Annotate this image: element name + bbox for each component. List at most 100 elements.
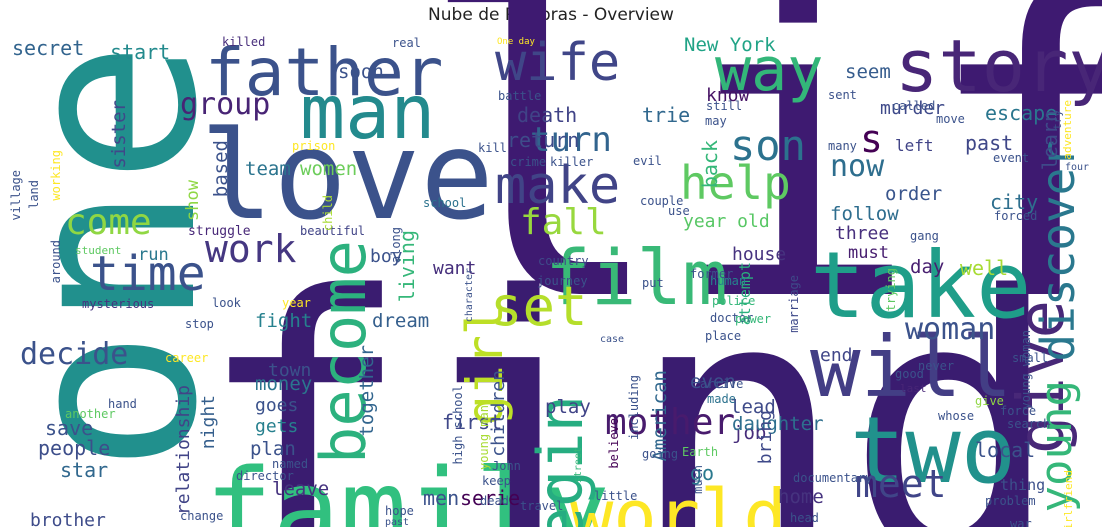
cloud-word: called — [892, 99, 936, 113]
cloud-word: soon — [338, 61, 384, 83]
cloud-word: brother — [30, 510, 106, 527]
cloud-word: police — [712, 294, 756, 308]
cloud-word: job — [732, 422, 767, 444]
cloud-word: killer — [550, 155, 594, 169]
cloud-word: director — [236, 469, 294, 483]
cloud-word: trying — [884, 268, 898, 312]
cloud-word: good — [895, 367, 924, 381]
cloud-word: together — [356, 345, 378, 437]
cloud-word: forced — [994, 209, 1038, 223]
cloud-word: working — [49, 150, 63, 201]
cloud-word: character — [464, 268, 475, 323]
cloud-word: may — [705, 114, 727, 128]
cloud-word: world — [570, 474, 787, 527]
cloud-word: documentary — [793, 471, 873, 485]
cloud-word: lead — [730, 396, 776, 418]
cloud-word: men — [423, 486, 460, 510]
cloud-word: whose — [938, 409, 975, 423]
cloud-word: return — [507, 128, 580, 152]
cloud-word: mother — [605, 402, 736, 443]
cloud-word: time — [90, 246, 206, 302]
cloud-word: gets — [255, 416, 299, 437]
cloud-word: end — [820, 345, 853, 366]
cloud-word: two — [850, 397, 1017, 504]
cloud-word: family — [205, 446, 610, 527]
cloud-word: student — [75, 244, 122, 257]
cloud-word: struggle — [188, 224, 251, 239]
cloud-word: son — [730, 121, 806, 170]
cloud-word: fight — [255, 310, 313, 332]
cloud-word: go — [690, 461, 715, 485]
cloud-word: seem — [845, 61, 891, 83]
cloud-word: take — [810, 232, 1032, 339]
cloud-word: couple — [640, 194, 684, 208]
cloud-word: real — [392, 36, 421, 50]
cloud-word: evil — [633, 154, 662, 168]
cloud-word: John — [492, 459, 521, 473]
cloud-word: day — [910, 256, 945, 278]
cloud-word: put — [642, 276, 664, 290]
cloud-word: fall — [520, 202, 607, 243]
cloud-word: turn — [530, 120, 612, 160]
cloud-word: life — [415, 0, 1102, 394]
cloud-word: start — [110, 40, 171, 64]
cloud-word: past — [965, 131, 1014, 155]
cloud-word: New York — [684, 34, 776, 56]
cloud-word: want — [433, 258, 477, 279]
cloud-word: bring — [755, 410, 776, 465]
cloud-word: last — [900, 382, 927, 395]
cloud-word: war — [1010, 517, 1032, 527]
cloud-word: killed — [222, 35, 266, 49]
cloud-word: gang — [910, 229, 939, 243]
cloud-word: decide — [20, 337, 129, 372]
cloud-word: first — [442, 410, 503, 434]
cloud-word: place — [705, 329, 742, 343]
cloud-word: people — [38, 436, 111, 460]
cloud-word: hope — [385, 504, 414, 518]
cloud-word: star — [60, 458, 109, 482]
cloud-word: come — [65, 202, 152, 243]
cloud-word: women — [300, 158, 358, 180]
cloud-word: head — [790, 511, 819, 525]
cloud-word: help — [680, 156, 791, 210]
cloud-word: dead — [480, 494, 509, 508]
cloud-word: run — [138, 245, 169, 265]
cloud-word: boy — [370, 246, 403, 267]
cloud-word: sent — [828, 88, 857, 102]
cloud-word: year — [282, 296, 311, 310]
cloud-word: young man — [477, 405, 491, 471]
cloud-word: daughter — [732, 413, 824, 435]
cloud-word: along — [389, 227, 403, 264]
cloud-word: journey — [537, 274, 588, 288]
cloud-word: little — [594, 489, 638, 503]
cloud-word: home — [778, 486, 824, 508]
cloud-word: death — [517, 103, 578, 127]
cloud-word: s — [860, 117, 883, 161]
cloud-word: high school — [451, 385, 465, 465]
cloud-word: change — [180, 509, 224, 523]
cloud-word: another — [65, 407, 116, 421]
cloud-word: find — [195, 220, 1062, 527]
cloud-word: prison — [292, 139, 336, 153]
cloud-word: play — [545, 396, 591, 418]
cloud-word: local — [975, 438, 1036, 462]
cloud-word: team — [245, 158, 291, 180]
cloud-word: murder — [880, 98, 946, 119]
cloud-word: follow — [830, 203, 899, 225]
cloud-word: around — [49, 240, 63, 284]
cloud-word: story — [895, 24, 1102, 108]
cloud-word: travel — [520, 499, 564, 513]
cloud-word: street — [573, 447, 584, 484]
cloud-word: know — [706, 85, 750, 106]
cloud-word: many — [828, 139, 857, 153]
cloud-word: adventure — [1061, 100, 1074, 160]
cloud-word: force — [1000, 404, 1037, 418]
cloud-word: land — [27, 180, 41, 209]
cloud-word: never — [918, 359, 955, 373]
cloud-word: power — [735, 312, 772, 326]
cloud-word: based — [210, 140, 232, 198]
cloud-word: save — [45, 416, 94, 440]
cloud-word: much — [691, 465, 705, 494]
cloud-word: night — [198, 395, 219, 450]
cloud-word: going — [642, 447, 679, 461]
